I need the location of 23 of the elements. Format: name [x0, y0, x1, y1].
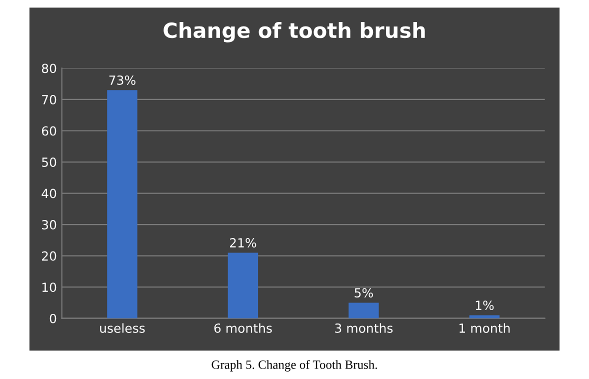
bar	[107, 90, 138, 318]
data-label: 5%	[354, 288, 373, 298]
chart-title: Change of tooth brush	[164, 22, 425, 42]
y-tick-label: 50	[42, 157, 56, 167]
y-tick-label: 60	[42, 126, 56, 136]
data-label: 1%	[476, 300, 494, 310]
x-tick-label: 1 month	[460, 323, 510, 333]
x-tick-label: useless	[100, 323, 145, 333]
data-label: 21%	[230, 238, 256, 248]
y-tick-label: 70	[42, 94, 56, 104]
bar	[469, 315, 500, 318]
x-tick-label: 3 months	[335, 323, 393, 333]
y-tick-label: 20	[42, 251, 56, 261]
bar	[348, 302, 379, 318]
bar	[228, 252, 258, 318]
y-tick-label: 30	[42, 220, 56, 230]
y-tick-label: 10	[42, 282, 56, 292]
y-tick-label: 40	[42, 188, 56, 198]
x-tick-label: 6 months	[214, 323, 272, 333]
y-tick-label: 80	[42, 64, 56, 74]
caption: Graph 5. Change of Tooth Brush.	[212, 360, 377, 372]
data-label: 73%	[109, 75, 136, 85]
y-tick-label: 0	[50, 314, 56, 324]
